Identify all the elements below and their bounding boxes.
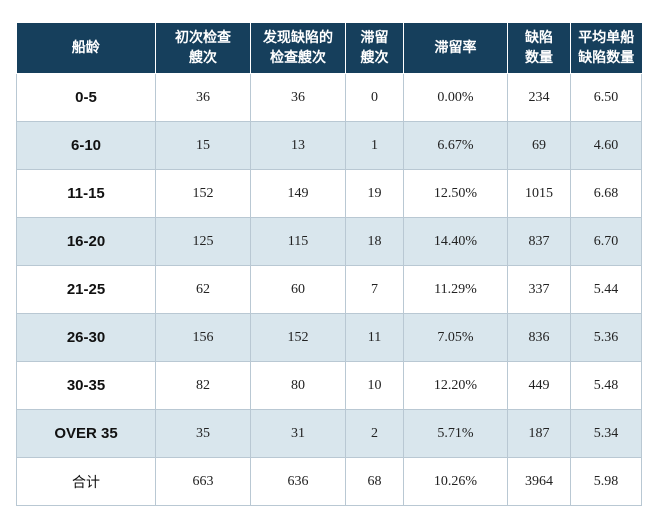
found-cell: 31: [250, 409, 346, 458]
age-cell: 6-10: [16, 121, 156, 170]
table-row: OVER 35 35 31 2 5.71% 187 5.34: [16, 409, 642, 458]
initial-cell: 125: [155, 217, 251, 266]
table-row: 16-20 125 115 18 14.40% 837 6.70: [16, 217, 642, 266]
found-cell: 36: [250, 73, 346, 122]
initial-cell: 62: [155, 265, 251, 314]
defects-cell: 69: [507, 121, 571, 170]
age-cell: 0-5: [16, 73, 156, 122]
avg-cell: 5.36: [570, 313, 642, 362]
detained-cell: 7: [345, 265, 404, 314]
total-row: 合计 663 636 68 10.26% 3964 5.98: [16, 457, 642, 506]
header-detentions: 滞留 艘次: [345, 23, 404, 74]
table-row: 26-30 156 152 11 7.05% 836 5.36: [16, 313, 642, 362]
rate-cell: 11.29%: [403, 265, 508, 314]
total-label-cell: 合计: [16, 457, 156, 506]
header-initial-inspections: 初次检查 艘次: [155, 23, 251, 74]
detained-cell: 2: [345, 409, 404, 458]
initial-cell: 82: [155, 361, 251, 410]
rate-cell: 14.40%: [403, 217, 508, 266]
avg-cell: 4.60: [570, 121, 642, 170]
avg-cell: 5.34: [570, 409, 642, 458]
total-detained-cell: 68: [345, 457, 404, 506]
header-row: 船龄 初次检查 艘次 发现缺陷的 检查艘次 滞留 艘次 滞留率 缺陷 数量 平均…: [16, 23, 642, 74]
avg-cell: 6.70: [570, 217, 642, 266]
age-cell: 21-25: [16, 265, 156, 314]
header-avg-defects-per-ship: 平均单船 缺陷数量: [570, 23, 642, 74]
detained-cell: 11: [345, 313, 404, 362]
header-detention-rate: 滞留率: [403, 23, 508, 74]
avg-cell: 6.68: [570, 169, 642, 218]
defects-cell: 836: [507, 313, 571, 362]
found-cell: 149: [250, 169, 346, 218]
avg-cell: 5.48: [570, 361, 642, 410]
found-cell: 80: [250, 361, 346, 410]
age-cell: 16-20: [16, 217, 156, 266]
total-found-cell: 636: [250, 457, 346, 506]
table-row: 30-35 82 80 10 12.20% 449 5.48: [16, 361, 642, 410]
total-avg-cell: 5.98: [570, 457, 642, 506]
rate-cell: 6.67%: [403, 121, 508, 170]
rate-cell: 0.00%: [403, 73, 508, 122]
total-defects-cell: 3964: [507, 457, 571, 506]
rate-cell: 12.50%: [403, 169, 508, 218]
initial-cell: 152: [155, 169, 251, 218]
table-row: 11-15 152 149 19 12.50% 1015 6.68: [16, 169, 642, 218]
total-rate-cell: 10.26%: [403, 457, 508, 506]
defects-cell: 234: [507, 73, 571, 122]
defects-cell: 449: [507, 361, 571, 410]
defects-cell: 337: [507, 265, 571, 314]
age-cell: 11-15: [16, 169, 156, 218]
table-row: 21-25 62 60 7 11.29% 337 5.44: [16, 265, 642, 314]
initial-cell: 36: [155, 73, 251, 122]
age-cell: 30-35: [16, 361, 156, 410]
rate-cell: 12.20%: [403, 361, 508, 410]
table-row: 0-5 36 36 0 0.00% 234 6.50: [16, 73, 642, 122]
defects-cell: 1015: [507, 169, 571, 218]
initial-cell: 15: [155, 121, 251, 170]
found-cell: 115: [250, 217, 346, 266]
table-row: 6-10 15 13 1 6.67% 69 4.60: [16, 121, 642, 170]
detained-cell: 19: [345, 169, 404, 218]
age-cell: 26-30: [16, 313, 156, 362]
ship-age-inspection-table: 船龄 初次检查 艘次 发现缺陷的 检查艘次 滞留 艘次 滞留率 缺陷 数量 平均…: [16, 23, 642, 506]
rate-cell: 5.71%: [403, 409, 508, 458]
header-ship-age: 船龄: [16, 23, 156, 74]
found-cell: 60: [250, 265, 346, 314]
initial-cell: 156: [155, 313, 251, 362]
total-initial-cell: 663: [155, 457, 251, 506]
detained-cell: 1: [345, 121, 404, 170]
found-cell: 152: [250, 313, 346, 362]
avg-cell: 5.44: [570, 265, 642, 314]
header-inspections-with-defects: 发现缺陷的 检查艘次: [250, 23, 346, 74]
initial-cell: 35: [155, 409, 251, 458]
defects-cell: 187: [507, 409, 571, 458]
detained-cell: 0: [345, 73, 404, 122]
found-cell: 13: [250, 121, 346, 170]
detained-cell: 10: [345, 361, 404, 410]
detained-cell: 18: [345, 217, 404, 266]
age-cell: OVER 35: [16, 409, 156, 458]
defects-cell: 837: [507, 217, 571, 266]
avg-cell: 6.50: [570, 73, 642, 122]
header-defect-count: 缺陷 数量: [507, 23, 571, 74]
rate-cell: 7.05%: [403, 313, 508, 362]
